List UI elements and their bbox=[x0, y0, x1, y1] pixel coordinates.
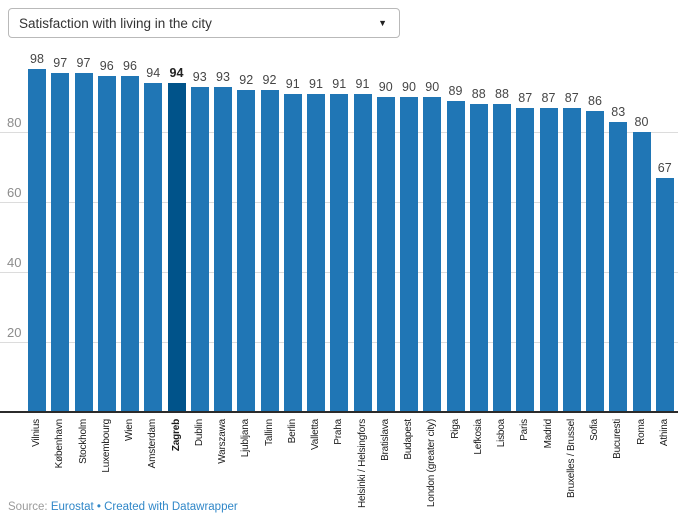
y-axis-tick-20: 20 bbox=[7, 325, 22, 340]
bar-value-label: 90 bbox=[378, 80, 393, 94]
bar-value-label: 80 bbox=[634, 115, 649, 129]
x-axis-label-vilnius: Vilnius bbox=[31, 419, 42, 447]
x-axis-label-riga: Riga bbox=[449, 419, 461, 439]
x-axis-label-ljubljana: Ljubljana bbox=[240, 419, 252, 458]
bar-riga[interactable] bbox=[446, 100, 465, 411]
y-axis-tick-60: 60 bbox=[7, 185, 22, 200]
bar-paris[interactable] bbox=[516, 107, 535, 411]
bar-dublin[interactable] bbox=[190, 86, 209, 411]
chart-footer: Source: Eurostat • Created with Datawrap… bbox=[8, 501, 238, 513]
bar-value-label: 97 bbox=[76, 55, 91, 70]
bar-budapest[interactable] bbox=[400, 97, 418, 411]
metric-select[interactable]: Satisfaction with living in the city ▼ bbox=[8, 8, 400, 38]
bar-value-label: 90 bbox=[402, 80, 416, 94]
bar-value-label: 91 bbox=[355, 76, 370, 91]
bar-value-label: 92 bbox=[239, 73, 254, 87]
bar-vilnius[interactable] bbox=[28, 69, 46, 411]
bar-sofia[interactable] bbox=[586, 111, 604, 411]
x-axis-label-dublin: Dublin bbox=[193, 419, 205, 447]
x-axis-label-athina: Athina bbox=[658, 419, 670, 447]
footer-separator: • bbox=[96, 501, 101, 513]
x-axis-label-warszawa: Warszawa bbox=[217, 419, 228, 464]
bar-value-label: 96 bbox=[123, 59, 137, 73]
bar-value-label: 91 bbox=[285, 76, 300, 91]
x-axis-label-berlin: Berlin bbox=[286, 419, 298, 444]
bar-k-benhavn[interactable] bbox=[51, 72, 70, 411]
bar-bucuresti[interactable] bbox=[609, 121, 628, 411]
bar-value-label: 97 bbox=[53, 55, 68, 70]
bar-value-label: 91 bbox=[332, 76, 347, 91]
bar-luxembourg[interactable] bbox=[97, 76, 116, 411]
x-axis-label-zagreb: Zagreb bbox=[170, 419, 182, 452]
bar-stockholm[interactable] bbox=[74, 72, 93, 411]
x-axis-label-amsterdam: Amsterdam bbox=[147, 419, 159, 469]
y-axis-tick-80: 80 bbox=[7, 115, 22, 130]
x-axis-label-roma: Roma bbox=[635, 419, 647, 445]
x-axis-label-praha: Praha bbox=[333, 419, 345, 445]
x-axis-label-madrid: Madrid bbox=[542, 419, 554, 449]
x-axis-label-london-greater-city-: London (greater city) bbox=[426, 419, 438, 508]
bar-value-label: 94 bbox=[169, 66, 184, 80]
x-axis-label-lefkosia: Lefkosia bbox=[472, 419, 484, 455]
bar-value-label: 87 bbox=[541, 90, 556, 105]
bar-roma[interactable] bbox=[632, 132, 651, 411]
bar-value-label: 94 bbox=[146, 66, 161, 80]
bar-praha[interactable] bbox=[330, 93, 349, 411]
x-axis-label-bruxelles-brussel: Bruxelles / Brussel bbox=[565, 419, 577, 499]
bar-bratislava[interactable] bbox=[376, 97, 395, 411]
bar-lisboa[interactable] bbox=[493, 104, 511, 411]
bar-zagreb[interactable] bbox=[167, 83, 186, 411]
bar-value-label: 88 bbox=[495, 87, 509, 101]
bar-bruxelles-brussel[interactable] bbox=[562, 107, 581, 411]
bar-berlin[interactable] bbox=[283, 93, 302, 411]
bar-tallinn[interactable] bbox=[260, 90, 279, 411]
bar-wien[interactable] bbox=[121, 76, 139, 411]
bar-madrid[interactable] bbox=[539, 107, 558, 411]
x-axis-label-stockholm: Stockholm bbox=[77, 419, 89, 464]
y-axis-tick-40: 40 bbox=[7, 255, 22, 270]
bar-lefkosia[interactable] bbox=[469, 104, 488, 411]
x-axis-label-tallinn: Tallinn bbox=[263, 419, 275, 446]
x-axis-label-budapest: Budapest bbox=[403, 419, 414, 460]
bar-value-label: 96 bbox=[99, 59, 114, 73]
bar-value-label: 86 bbox=[588, 94, 602, 108]
x-axis-label-bucuresti: Bucuresti bbox=[612, 419, 624, 459]
bar-value-label: 89 bbox=[448, 83, 463, 98]
bar-value-label: 90 bbox=[425, 80, 440, 94]
bar-warszawa[interactable] bbox=[214, 86, 232, 411]
bar-value-label: 83 bbox=[611, 104, 626, 119]
x-axis-label-sofia: Sofia bbox=[589, 419, 600, 441]
bar-value-label: 93 bbox=[216, 69, 230, 84]
bar-value-label: 98 bbox=[30, 52, 44, 66]
source-link[interactable]: Eurostat bbox=[50, 501, 94, 513]
x-axis-line bbox=[0, 411, 678, 413]
bar-value-label: 67 bbox=[657, 160, 672, 175]
x-axis-label-paris: Paris bbox=[519, 419, 531, 441]
x-axis-label-k-benhavn: København bbox=[54, 419, 66, 469]
bar-london-greater-city-[interactable] bbox=[423, 97, 442, 411]
bar-value-label: 93 bbox=[192, 69, 207, 84]
x-axis-label-wien: Wien bbox=[124, 419, 135, 441]
x-axis-label-lisboa: Lisboa bbox=[496, 419, 507, 448]
bar-value-label: 87 bbox=[518, 90, 533, 105]
bar-value-label: 92 bbox=[262, 73, 277, 87]
bar-athina[interactable] bbox=[655, 177, 674, 411]
x-axis-label-helsinki-helsingfors: Helsinki / Helsingfors bbox=[356, 419, 368, 508]
bar-ljubljana[interactable] bbox=[237, 90, 256, 411]
source-label: Source: bbox=[8, 501, 48, 513]
metric-select-value: Satisfaction with living in the city bbox=[19, 15, 212, 31]
x-axis-label-luxembourg: Luxembourg bbox=[100, 419, 112, 473]
bar-value-label: 91 bbox=[309, 76, 323, 91]
bar-helsinki-helsingfors[interactable] bbox=[353, 93, 372, 411]
bar-amsterdam[interactable] bbox=[144, 83, 163, 411]
datawrapper-credit-link[interactable]: Created with Datawrapper bbox=[104, 501, 238, 513]
x-axis-label-valletta: Valletta bbox=[310, 419, 321, 451]
x-axis-label-bratislava: Bratislava bbox=[379, 419, 391, 461]
bar-value-label: 88 bbox=[471, 87, 486, 101]
bar-value-label: 87 bbox=[564, 90, 579, 105]
chevron-down-icon: ▼ bbox=[378, 17, 387, 28]
bar-valletta[interactable] bbox=[307, 93, 325, 411]
